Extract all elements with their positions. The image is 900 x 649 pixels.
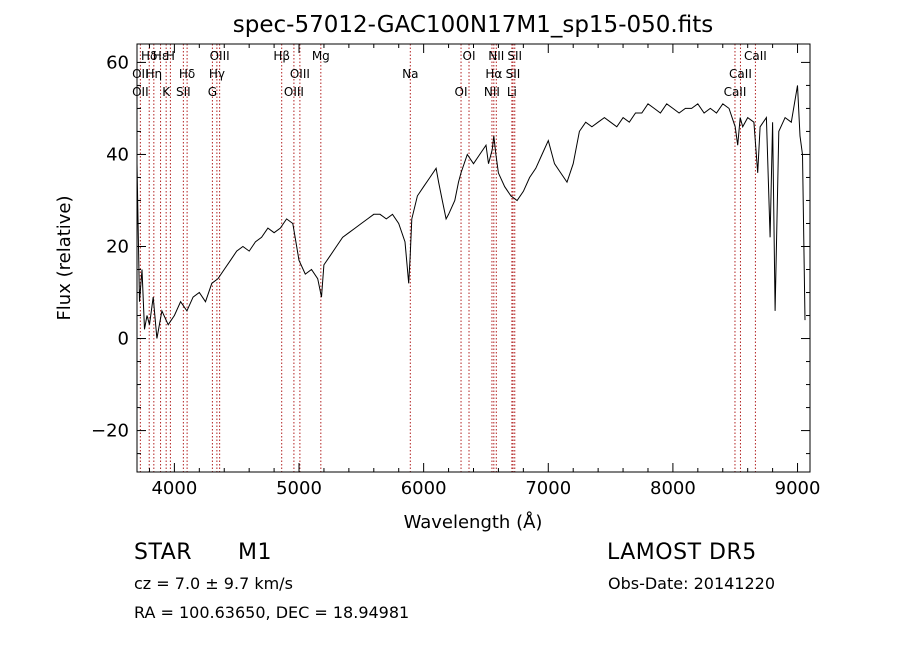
line-label: Na xyxy=(402,67,418,81)
chart-title: spec-57012-GAC100N17M1_sp15-050.fits xyxy=(233,12,713,38)
x-axis-label: Wavelength (Å) xyxy=(404,511,543,533)
line-label: H xyxy=(166,49,175,63)
survey-name: LAMOST DR5 xyxy=(607,540,757,565)
x-axis: 4000 5000 6000 7000 8000 9000 xyxy=(148,44,821,499)
line-label: SII xyxy=(507,49,522,63)
plot-frame xyxy=(136,43,811,473)
x-tick-label: 7000 xyxy=(525,478,571,499)
line-label: Hα xyxy=(485,67,502,81)
y-tick-label: 0 xyxy=(118,329,129,350)
line-label: K xyxy=(162,85,171,99)
line-label: OII xyxy=(132,67,149,81)
line-label: CaII xyxy=(744,49,767,63)
y-tick-label: 60 xyxy=(106,52,129,73)
line-label: Hγ xyxy=(209,67,225,81)
line-label: Hδ xyxy=(179,67,195,81)
line-label: OII xyxy=(132,85,149,99)
y-tick-label: 40 xyxy=(106,144,129,165)
line-label: Hβ xyxy=(273,49,290,63)
sky-coordinates: RA = 100.63650, DEC = 18.94981 xyxy=(134,603,410,622)
line-label: OIII xyxy=(284,85,304,99)
x-tick-label: 5000 xyxy=(276,478,322,499)
line-label: OIII xyxy=(210,49,230,63)
line-label: OI xyxy=(463,49,476,63)
x-tick-label: 9000 xyxy=(775,478,821,499)
x-tick-label: 8000 xyxy=(650,478,696,499)
line-label: Mg xyxy=(312,49,330,63)
y-axis-label: Flux (relative) xyxy=(54,195,75,320)
y-tick-label: −20 xyxy=(91,421,129,442)
line-label: Hη xyxy=(146,67,163,81)
object-class: STAR xyxy=(134,540,193,565)
line-label: NII xyxy=(488,49,504,63)
line-label: SII xyxy=(506,67,521,81)
line-label: Li xyxy=(507,85,517,99)
redshift-readout: cz = 7.0 ± 9.7 km/s xyxy=(134,574,293,593)
line-label: CaII xyxy=(729,67,752,81)
line-label: SII xyxy=(176,85,191,99)
line-label: CaII xyxy=(724,85,747,99)
x-tick-label: 4000 xyxy=(151,478,197,499)
spectrum-line xyxy=(136,85,806,339)
x-tick-label: 6000 xyxy=(401,478,447,499)
line-label: OI xyxy=(455,85,468,99)
line-label: NII xyxy=(484,85,500,99)
observation-date: Obs-Date: 20141220 xyxy=(608,574,776,593)
y-axis: −20 0 20 40 60 xyxy=(91,52,810,455)
line-label: Hδ xyxy=(141,49,157,63)
y-tick-label: 20 xyxy=(106,236,129,257)
emission-line-labels: HδOIIOIIHεHηKHHδSIIOIIIHγGHβOIIIOIIIMgNa… xyxy=(132,49,767,99)
object-subclass: M1 xyxy=(238,540,272,565)
line-label: OIII xyxy=(290,67,310,81)
line-label: G xyxy=(208,85,217,99)
line-label: Hε xyxy=(153,49,169,63)
